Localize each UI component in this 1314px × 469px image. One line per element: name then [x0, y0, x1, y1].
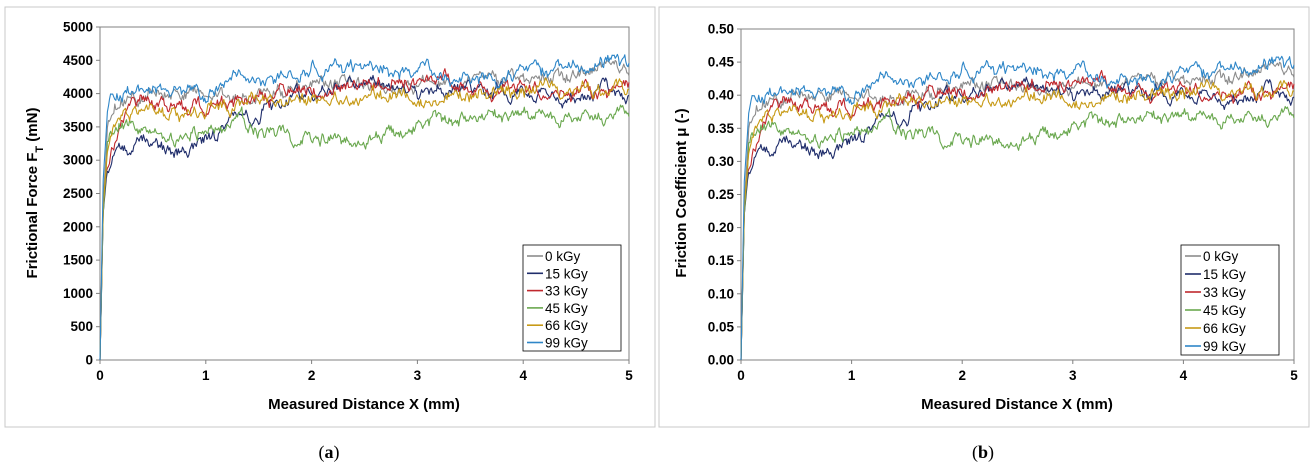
- x-tick-label: 3: [1069, 368, 1077, 383]
- panel-b-caption-open: (: [972, 442, 978, 463]
- y-tick-label: 0.15: [708, 253, 735, 268]
- panel-b: 0.00 0.05 0.10 0.15 0.20 0.25 0.30 0.35 0.40 0.45…: [658, 6, 1310, 463]
- legend-label: 15 kGy: [1203, 267, 1246, 282]
- panel-b-legend: 0 kGy 15 kGy 33 kGy 45 kGy 66 kGy 99 kGy: [1180, 244, 1280, 356]
- y-tick-label: 0.30: [708, 154, 734, 169]
- panel-a-y-title-subscript: T: [34, 146, 46, 153]
- y-tick-label: 0.10: [708, 286, 734, 301]
- series-line-45-kgy: [740, 105, 1295, 361]
- legend-label: 66 kGy: [545, 318, 588, 333]
- x-tick-label: 1: [848, 368, 856, 383]
- panel-a-y-title-unit: (mN): [24, 108, 41, 146]
- y-tick-label: 2000: [63, 219, 93, 234]
- series-line-66-kgy: [99, 77, 630, 361]
- panel-a-caption: (a): [319, 442, 340, 463]
- x-tick-label: 5: [1290, 368, 1298, 383]
- x-tick-label: 0: [737, 368, 745, 383]
- series-line-45-kgy: [99, 104, 630, 361]
- x-tick-label: 0: [96, 368, 104, 383]
- panel-a-ticks: 0 500 1000 1500 2000 2500 3000 3500 4000 4500 5000…: [63, 20, 633, 384]
- legend-label: 99 kGy: [1203, 339, 1246, 354]
- y-tick-label: 0: [85, 353, 93, 368]
- y-tick-label: 0.50: [708, 22, 734, 37]
- y-tick-label: 1500: [63, 253, 93, 268]
- legend-label: 33 kGy: [1203, 285, 1246, 300]
- panel-a-caption-letter: a: [325, 442, 334, 462]
- panel-a-caption-close: ): [334, 442, 340, 463]
- panel-a-caption-open: (: [319, 442, 325, 463]
- y-tick-label: 500: [70, 319, 93, 334]
- series-line-15-kgy: [740, 76, 1295, 361]
- panel-b-ticks: 0.00 0.05 0.10 0.15 0.20 0.25 0.30 0.35 0.40 0.45…: [708, 22, 1299, 384]
- legend-label: 45 kGy: [545, 301, 588, 316]
- series-line-33-kgy: [740, 69, 1295, 361]
- series-line-99-kgy: [740, 55, 1295, 361]
- legend-label: 45 kGy: [1203, 303, 1246, 318]
- y-tick-label: 4000: [63, 86, 93, 101]
- panel-a-series: [99, 53, 630, 361]
- panel-b-legend-box: [1180, 244, 1280, 356]
- series-line-66-kgy: [740, 79, 1295, 361]
- y-tick-label: 0.25: [708, 187, 735, 202]
- panel-b-y-title-main: Friction Coefficient μ (-): [673, 108, 690, 277]
- y-tick-label: 3000: [63, 153, 93, 168]
- x-tick-label: 4: [1180, 368, 1188, 383]
- y-tick-label: 0.45: [708, 55, 735, 70]
- series-line-15-kgy: [99, 74, 630, 361]
- y-tick-label: 0.35: [708, 121, 735, 136]
- panel-a-legend: 0 kGy 15 kGy 33 kGy 45 kGy 66 kGy 99 kGy: [522, 244, 622, 352]
- x-tick-label: 2: [308, 368, 316, 383]
- panel-b-caption: (b): [972, 442, 994, 463]
- x-tick-label: 5: [625, 368, 633, 383]
- y-tick-label: 2500: [63, 186, 93, 201]
- legend-label: 0 kGy: [1203, 249, 1239, 264]
- legend-label: 66 kGy: [1203, 321, 1246, 336]
- panel-a: 0 500 1000 1500 2000 2500 3000 3500 4000 4500 5000…: [4, 6, 656, 463]
- y-tick-label: 4500: [63, 53, 93, 68]
- x-tick-label: 2: [958, 368, 966, 383]
- x-tick-label: 4: [519, 368, 527, 383]
- series-line-33-kgy: [99, 68, 630, 361]
- y-tick-label: 0.40: [708, 88, 734, 103]
- panel-b-series: [740, 55, 1295, 361]
- x-tick-label: 3: [414, 368, 422, 383]
- panel-b-x-axis-title: Measured Distance X (mm): [921, 396, 1113, 413]
- panel-b-caption-close: ): [988, 442, 994, 463]
- panel-b-caption-letter: b: [978, 442, 988, 462]
- y-tick-label: 5000: [63, 20, 93, 35]
- legend-label: 33 kGy: [545, 284, 588, 299]
- panel-a-y-axis-title: Frictional Force FT (mN): [24, 108, 46, 279]
- panel-a-x-axis-title: Measured Distance X (mm): [268, 396, 460, 413]
- panel-a-y-title-main: Frictional Force F: [24, 153, 41, 279]
- panel-a-legend-box: [522, 244, 622, 352]
- y-tick-label: 1000: [63, 286, 93, 301]
- y-tick-label: 0.05: [708, 319, 735, 334]
- series-line-99-kgy: [99, 53, 630, 361]
- y-tick-label: 3500: [63, 119, 93, 134]
- panel-b-y-axis-title: Friction Coefficient μ (-): [673, 108, 690, 277]
- legend-label: 15 kGy: [545, 266, 588, 281]
- y-tick-label: 0.20: [708, 220, 734, 235]
- legend-label: 0 kGy: [545, 249, 581, 264]
- x-tick-label: 1: [202, 368, 210, 383]
- legend-label: 99 kGy: [545, 336, 588, 351]
- y-tick-label: 0.00: [708, 353, 734, 368]
